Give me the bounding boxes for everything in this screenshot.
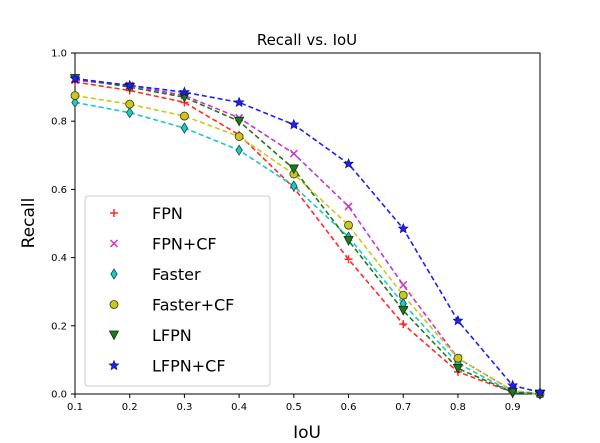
data-point-faster-cf — [344, 220, 353, 230]
legend-label-fpn-cf: FPN+CF — [152, 235, 217, 254]
series-line-lfpn-cf — [74, 77, 541, 394]
y-tick-label: 0.0 — [51, 390, 67, 401]
y-tick-label: 0.4 — [51, 253, 67, 264]
data-point-lfpn-cf — [507, 379, 519, 391]
data-point-faster-cf — [180, 111, 189, 121]
data-point-faster-cf — [398, 290, 408, 300]
data-point-lfpn-cf — [534, 386, 546, 397]
data-point-lfpn-cf — [343, 158, 355, 169]
data-point-lfpn — [507, 387, 518, 398]
x-tick-label: 0.6 — [341, 402, 357, 413]
y-tick-label: 0.2 — [51, 321, 67, 332]
data-point-lfpn — [233, 116, 245, 127]
legend-box — [84, 195, 271, 387]
x-axis: 0.1 0.2 0.3 0.4 0.5 0.6 0.7 0.8 0.9 — [67, 394, 521, 413]
data-point-faster-cf — [234, 132, 244, 141]
data-point-faster — [126, 106, 134, 119]
x-tick-label: 0.3 — [176, 402, 192, 413]
series-line-lfpn — [74, 77, 541, 395]
y-axis: 0.0 0.2 0.4 0.6 0.8 1.0 — [51, 49, 75, 401]
data-point-lfpn — [398, 306, 409, 316]
legend-label-fpn: FPN — [152, 204, 183, 223]
x-tick-label: 0.5 — [286, 402, 302, 413]
legend-label-lfpn: LFPN — [152, 326, 192, 345]
series-line-faster-cf — [74, 94, 541, 395]
data-point-lfpn-cf — [452, 314, 464, 326]
legend-label-faster-cf: Faster+CF — [152, 296, 234, 315]
data-point-fpn-cf — [399, 280, 408, 289]
data-point-lfpn — [452, 364, 464, 374]
x-tick-label: 0.2 — [122, 402, 138, 413]
data-point-lfpn-cf — [178, 86, 190, 97]
data-point-faster — [71, 96, 79, 109]
data-point-lfpn-cf — [69, 72, 81, 84]
x-axis-title: IoU — [293, 423, 321, 443]
data-point-lfpn-cf — [233, 96, 245, 108]
legend-marker-faster — [110, 268, 118, 280]
data-point-lfpn — [343, 236, 354, 246]
chart-title: Recall vs. IoU — [257, 31, 357, 49]
data-point-fpn-cf — [344, 202, 353, 211]
data-point-faster — [180, 122, 189, 134]
data-point-faster — [290, 180, 298, 192]
y-tick-label: 1.0 — [51, 49, 67, 60]
data-point-fpn — [344, 255, 353, 264]
legend-label-lfpn-cf: LFPN+CF — [152, 357, 226, 376]
data-point-lfpn — [288, 164, 299, 175]
legend-marker-fpn-cf — [109, 239, 119, 248]
legend-marker-faster-cf — [109, 300, 119, 309]
x-tick-label: 0.1 — [67, 402, 83, 413]
y-tick-label: 0.8 — [51, 117, 67, 128]
x-tick-label: 0.9 — [505, 402, 521, 413]
data-point-lfpn-cf — [288, 118, 300, 130]
data-point-faster-cf — [125, 99, 135, 109]
legend-marker-lfpn-cf — [108, 359, 120, 371]
data-point-fpn — [399, 320, 408, 329]
plot-frame — [74, 52, 541, 395]
data-point-faster-cf — [453, 353, 463, 363]
series-markers — [69, 72, 546, 400]
data-point-faster — [235, 144, 243, 156]
x-tick-label: 0.8 — [450, 402, 466, 413]
series-lines — [74, 77, 541, 395]
x-tick-label: 0.7 — [395, 402, 411, 413]
y-axis-title: Recall — [19, 198, 39, 249]
legend: FPN FPN+CF Faster Faster+CF LFPN LFPN+CF — [84, 195, 271, 387]
x-tick-label: 0.4 — [231, 402, 247, 413]
series-line-faster — [74, 101, 541, 395]
legend-marker-fpn — [110, 209, 118, 217]
data-point-faster-cf — [70, 91, 80, 101]
series-line-fpn — [74, 81, 541, 395]
legend-label-faster: Faster — [152, 265, 201, 284]
data-point-lfpn-cf — [397, 222, 409, 234]
legend-marker-lfpn — [108, 330, 120, 341]
data-point-lfpn-cf — [124, 79, 136, 91]
y-tick-label: 0.6 — [51, 185, 67, 196]
data-point-fpn-cf — [289, 149, 298, 158]
